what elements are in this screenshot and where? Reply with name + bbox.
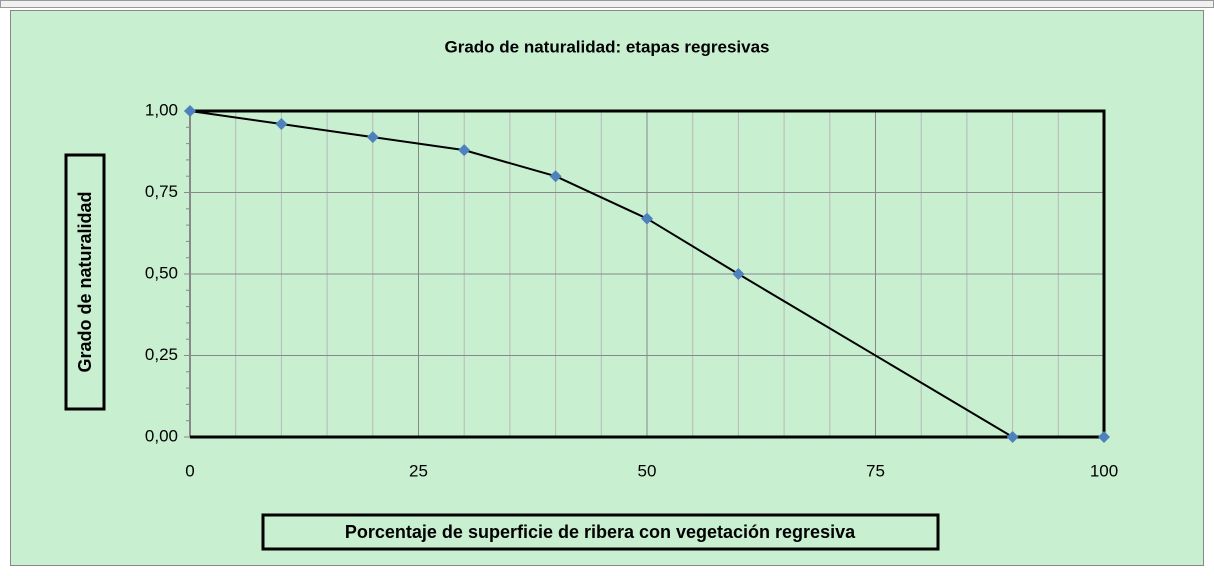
x-label-box (261, 513, 940, 551)
marker (275, 118, 288, 131)
window-strip (0, 0, 1214, 8)
marker (458, 144, 471, 157)
x-axis-label: Porcentaje de superficie de ribera con v… (345, 522, 856, 542)
x-tick-label: 100 (1090, 461, 1118, 480)
marker (549, 170, 562, 183)
chart-area (10, 10, 1204, 566)
x-tick-label: 50 (638, 461, 657, 480)
plot-border (190, 109, 1106, 439)
marker (732, 268, 745, 280)
marker (1098, 431, 1110, 443)
marker (366, 131, 379, 144)
y-tick-label: 0,25 (145, 345, 178, 364)
x-tick-label: 75 (866, 461, 885, 480)
y-tick-label: 0,75 (145, 182, 178, 201)
y-tick-label: 0,00 (145, 426, 178, 445)
marker (184, 105, 196, 117)
marker (641, 212, 653, 225)
chart-title: Grado de naturalidad: etapas regresivas (444, 37, 769, 56)
y-tick-label: 1,00 (145, 100, 178, 119)
y-label-box (64, 153, 106, 411)
x-tick-label: 25 (409, 461, 428, 480)
x-tick-label: 0 (185, 461, 194, 480)
y-axis-label: Grado de naturalidad (75, 191, 95, 372)
y-tick-label: 0,50 (145, 263, 178, 282)
marker (1006, 431, 1019, 443)
